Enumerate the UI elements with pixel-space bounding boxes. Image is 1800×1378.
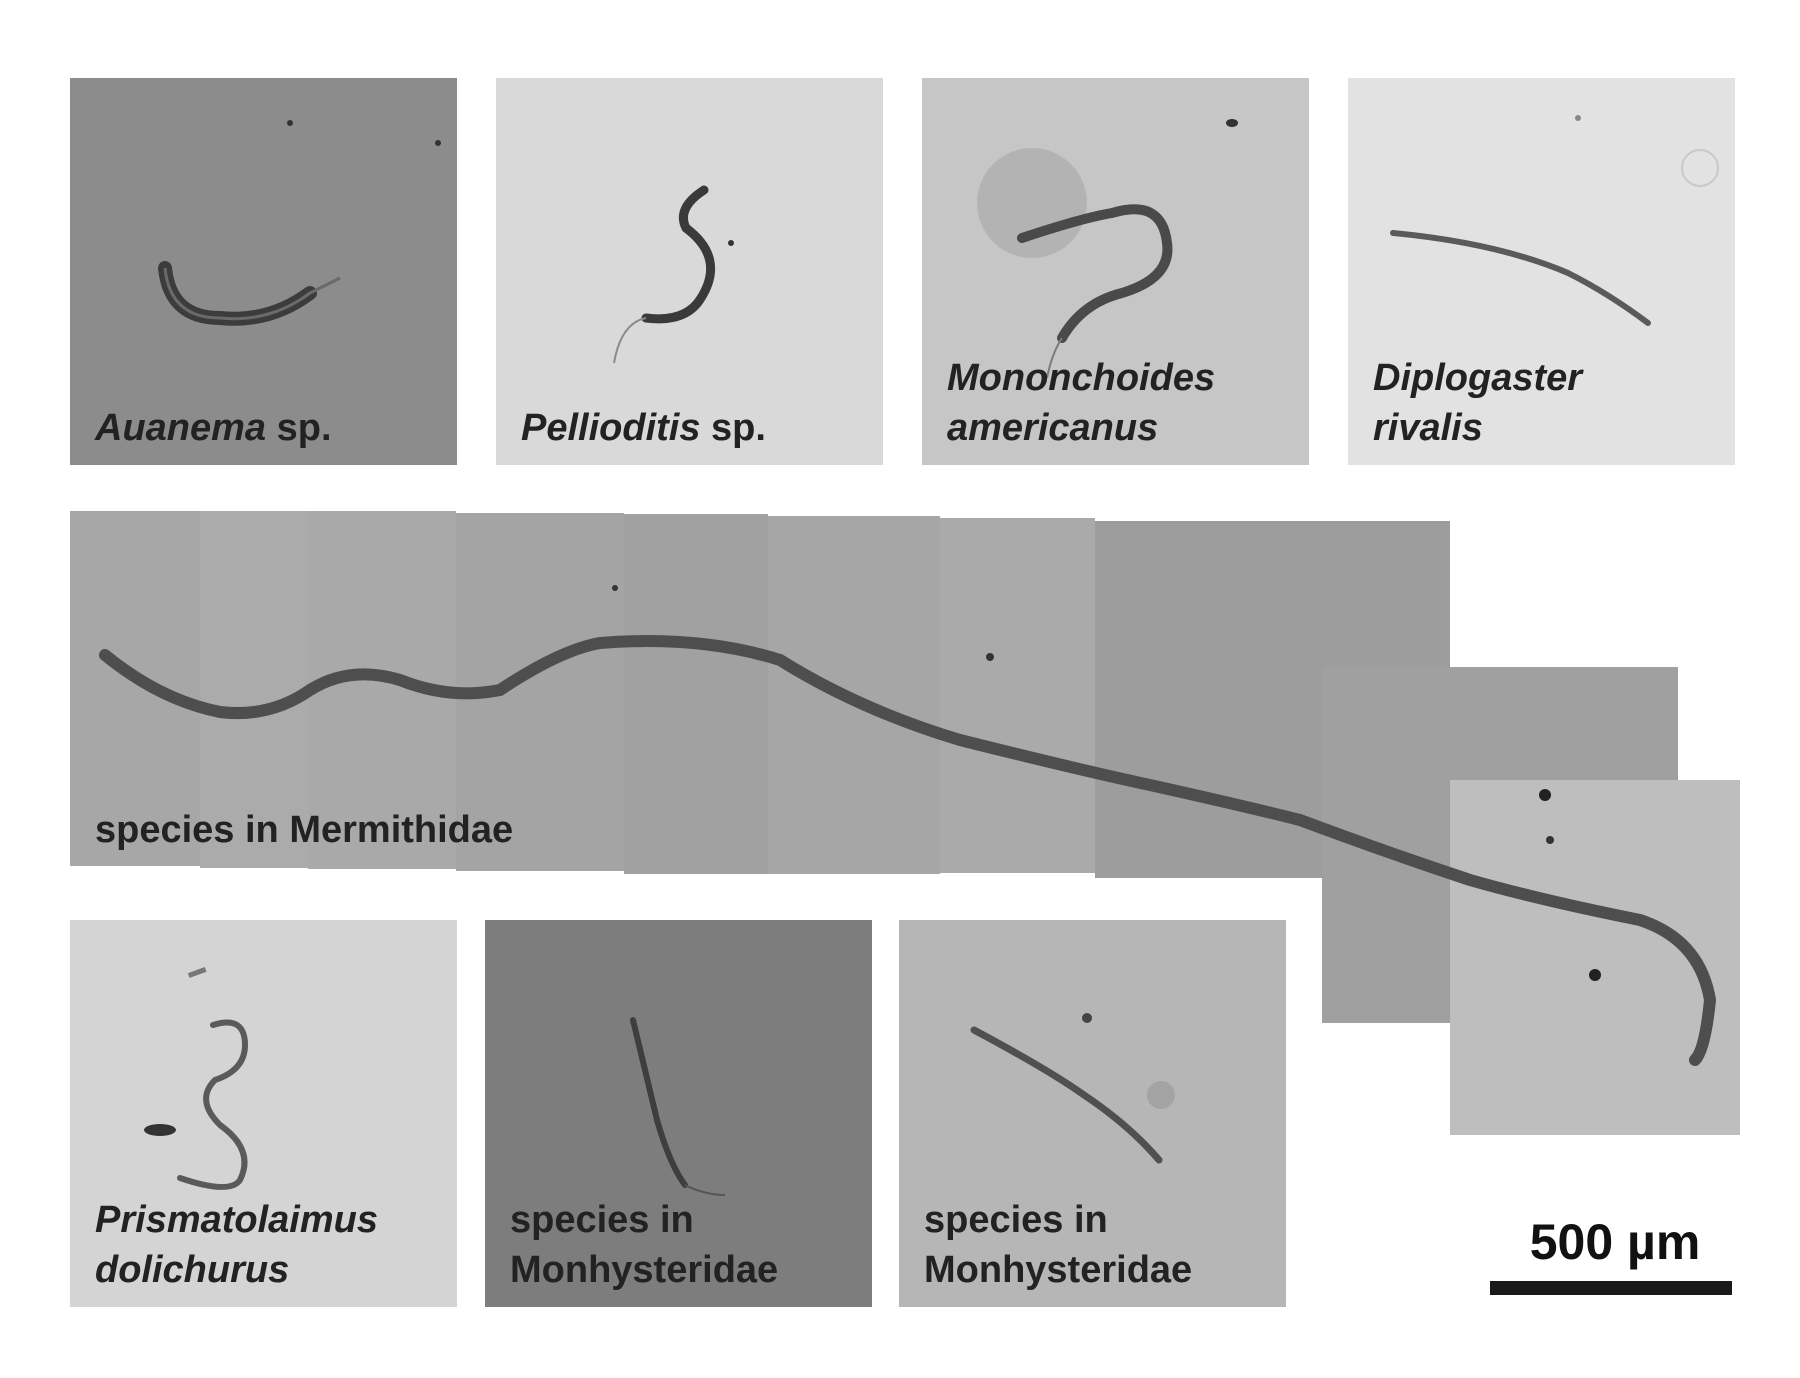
worm-image-mononchoides bbox=[977, 119, 1238, 379]
panel-monhysteridae-1: species in Monhysteridae bbox=[485, 920, 872, 1307]
label-mermithidae: species in Mermithidae bbox=[95, 809, 514, 851]
mosaic-tile bbox=[1450, 780, 1740, 1135]
mosaic-tile bbox=[768, 516, 940, 874]
worm-image-monhysteridae-2 bbox=[970, 1013, 1175, 1164]
label-prismatolaimus: Prismatolaimus dolichurus bbox=[95, 1199, 378, 1291]
panel-prismatolaimus: Prismatolaimus dolichurus bbox=[70, 920, 457, 1307]
label-monhysteridae-2: species in Monhysteridae bbox=[924, 1199, 1193, 1291]
label-mononchoides: Mononchoides americanus bbox=[947, 357, 1216, 449]
panel-pellioditis: Pellioditis sp. bbox=[496, 78, 883, 465]
label-pellioditis: Pellioditis sp. bbox=[521, 407, 766, 449]
label-monhysteridae-1: species in Monhysteridae bbox=[510, 1199, 779, 1291]
panel-mononchoides: Mononchoides americanus bbox=[922, 78, 1309, 465]
worm-image-prismatolaimus bbox=[144, 967, 249, 1191]
label-auanema: Auanema sp. bbox=[95, 407, 332, 449]
label-diplogaster: Diplogaster rivalis bbox=[1373, 357, 1583, 449]
mosaic-tile bbox=[624, 514, 768, 874]
panel-auanema: Auanema sp. bbox=[70, 78, 457, 465]
worm-image-monhysteridae-1 bbox=[630, 1017, 726, 1196]
worm-image-auanema bbox=[158, 120, 441, 326]
panel-diplogaster: Diplogaster rivalis bbox=[1348, 78, 1735, 465]
worm-image-pellioditis bbox=[613, 185, 734, 364]
worm-image-diplogaster bbox=[1390, 115, 1719, 326]
panel-monhysteridae-2: species in Monhysteridae bbox=[899, 920, 1286, 1307]
scale-bar bbox=[1490, 1281, 1732, 1295]
mosaic-tile bbox=[940, 518, 1095, 873]
scale-bar-label: 500 µm bbox=[1529, 1214, 1701, 1270]
